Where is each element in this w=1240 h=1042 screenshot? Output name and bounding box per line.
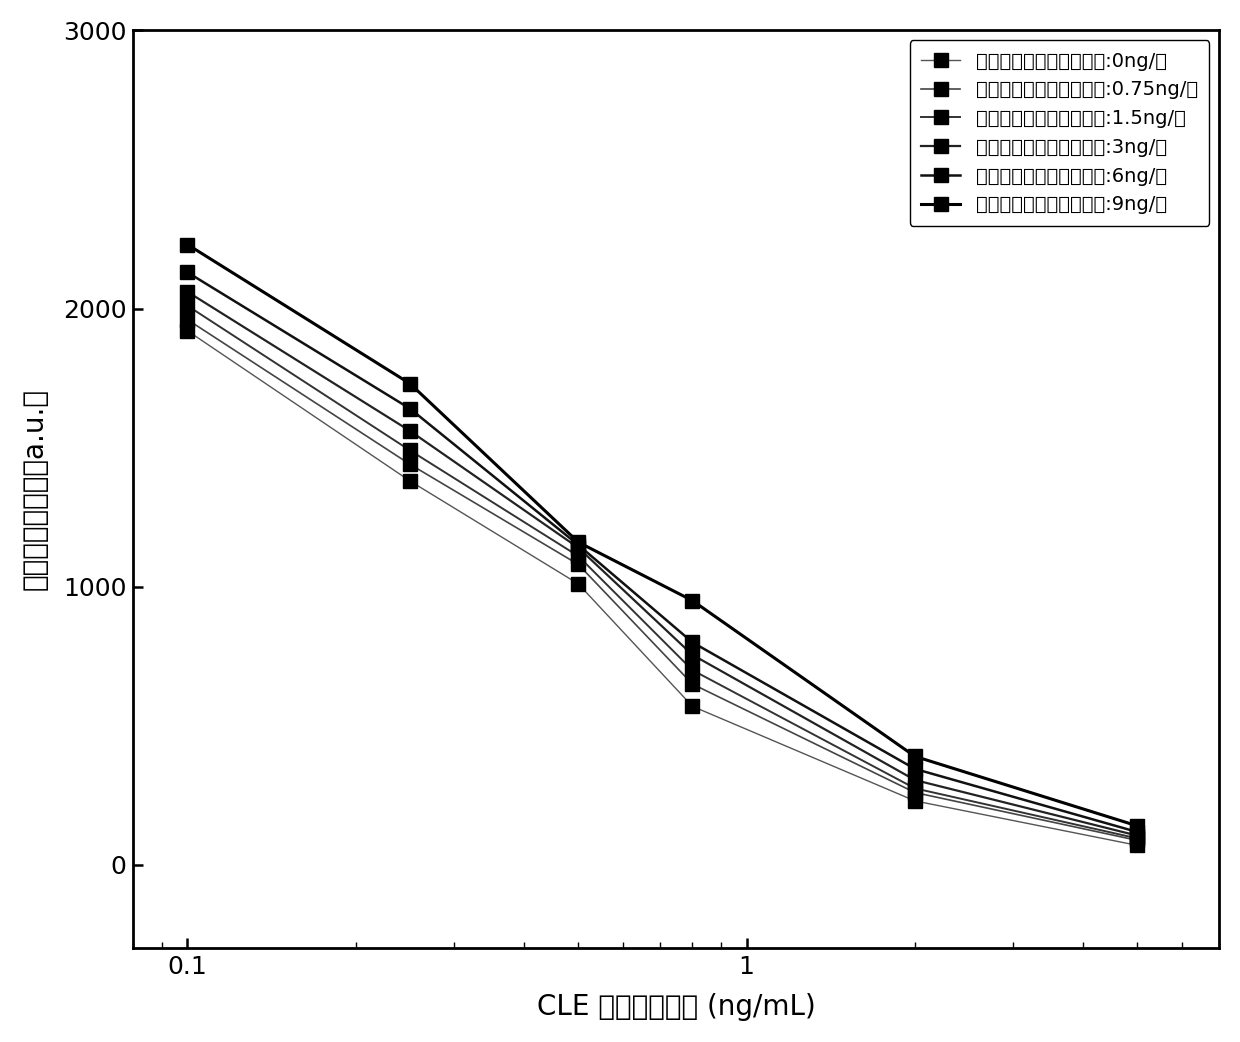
Line: 荧光微球抗体复合物浓度:3ng/条: 荧光微球抗体复合物浓度:3ng/条	[181, 284, 1145, 843]
荧光微球抗体复合物浓度:0.75ng/条	[403, 458, 418, 471]
荧光微球抗体复合物浓度:0.75ng/条	[1130, 835, 1145, 847]
荧光微球抗体复合物浓度:6ng/条	[684, 636, 699, 648]
Line: 荧光微球抗体复合物浓度:0.75ng/条: 荧光微球抗体复合物浓度:0.75ng/条	[181, 313, 1145, 847]
X-axis label: CLE 标准曲线浓度 (ng/mL): CLE 标准曲线浓度 (ng/mL)	[537, 993, 816, 1021]
荧光微球抗体复合物浓度:1.5ng/条	[1130, 833, 1145, 845]
Line: 荧光微球抗体复合物浓度:1.5ng/条: 荧光微球抗体复合物浓度:1.5ng/条	[181, 299, 1145, 845]
荧光微球抗体复合物浓度:9ng/条	[684, 594, 699, 606]
荧光微球抗体复合物浓度:0.75ng/条	[570, 559, 585, 571]
荧光微球抗体复合物浓度:1.5ng/条	[180, 299, 195, 312]
Line: 荧光微球抗体复合物浓度:0ng/条: 荧光微球抗体复合物浓度:0ng/条	[181, 324, 1145, 852]
荧光微球抗体复合物浓度:6ng/条	[570, 539, 585, 551]
荧光微球抗体复合物浓度:6ng/条	[1130, 826, 1145, 839]
荧光微球抗体复合物浓度:9ng/条	[1130, 820, 1145, 833]
荧光微球抗体复合物浓度:0ng/条	[570, 577, 585, 590]
荧光微球抗体复合物浓度:9ng/条	[403, 377, 418, 390]
荧光微球抗体复合物浓度:9ng/条	[180, 239, 195, 251]
荧光微球抗体复合物浓度:0ng/条	[908, 795, 923, 808]
荧光微球抗体复合物浓度:6ng/条	[908, 763, 923, 775]
荧光微球抗体复合物浓度:6ng/条	[403, 402, 418, 415]
荧光微球抗体复合物浓度:0ng/条	[180, 324, 195, 337]
荧光微球抗体复合物浓度:0.75ng/条	[684, 677, 699, 690]
荧光微球抗体复合物浓度:0ng/条	[1130, 839, 1145, 851]
荧光微球抗体复合物浓度:3ng/条	[1130, 829, 1145, 842]
Y-axis label: 胶体金显色强度（a.u.）: 胶体金显色强度（a.u.）	[21, 389, 48, 591]
Legend: 荧光微球抗体复合物浓度:0ng/条, 荧光微球抗体复合物浓度:0.75ng/条, 荧光微球抗体复合物浓度:1.5ng/条, 荧光微球抗体复合物浓度:3ng/条,: 荧光微球抗体复合物浓度:0ng/条, 荧光微球抗体复合物浓度:0.75ng/条,…	[910, 40, 1209, 226]
荧光微球抗体复合物浓度:0ng/条	[684, 700, 699, 713]
荧光微球抗体复合物浓度:0.75ng/条	[180, 314, 195, 326]
荧光微球抗体复合物浓度:3ng/条	[684, 648, 699, 661]
荧光微球抗体复合物浓度:0.75ng/条	[908, 787, 923, 799]
荧光微球抗体复合物浓度:3ng/条	[908, 774, 923, 787]
荧光微球抗体复合物浓度:1.5ng/条	[570, 550, 585, 563]
荧光微球抗体复合物浓度:6ng/条	[180, 266, 195, 278]
荧光微球抗体复合物浓度:1.5ng/条	[403, 444, 418, 456]
荧光微球抗体复合物浓度:3ng/条	[403, 425, 418, 438]
Line: 荧光微球抗体复合物浓度:9ng/条: 荧光微球抗体复合物浓度:9ng/条	[181, 238, 1145, 833]
荧光微球抗体复合物浓度:3ng/条	[180, 286, 195, 298]
荧光微球抗体复合物浓度:9ng/条	[908, 750, 923, 763]
荧光微球抗体复合物浓度:9ng/条	[570, 536, 585, 548]
荧光微球抗体复合物浓度:1.5ng/条	[684, 664, 699, 676]
荧光微球抗体复合物浓度:3ng/条	[570, 542, 585, 554]
荧光微球抗体复合物浓度:0ng/条	[403, 475, 418, 488]
Line: 荧光微球抗体复合物浓度:6ng/条: 荧光微球抗体复合物浓度:6ng/条	[181, 266, 1145, 839]
荧光微球抗体复合物浓度:1.5ng/条	[908, 783, 923, 795]
